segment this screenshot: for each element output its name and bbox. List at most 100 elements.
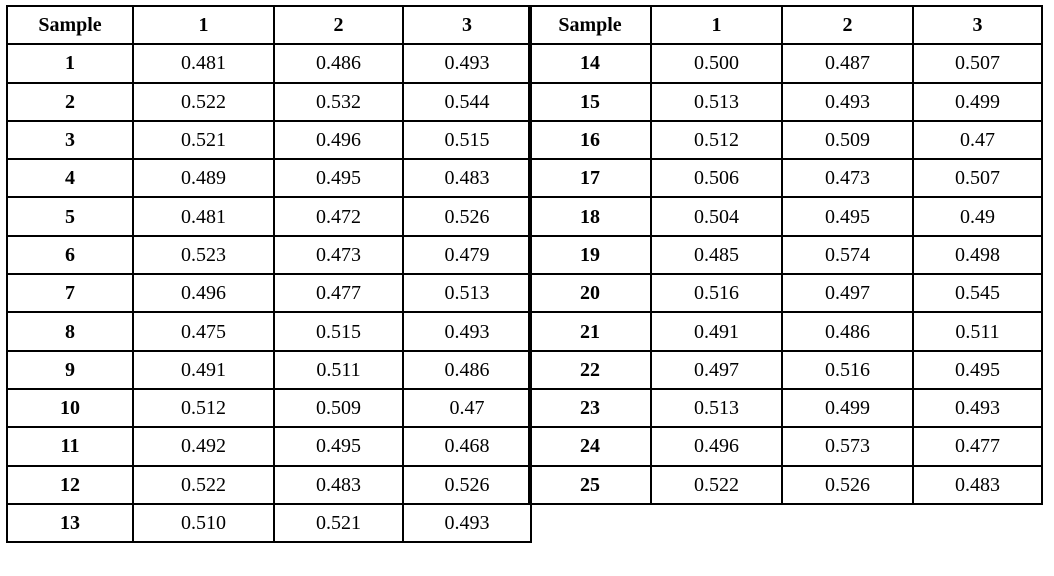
measurement-cell: 0.510 <box>132 502 275 544</box>
measurement-cell: 0.472 <box>273 196 404 237</box>
table-row: 9 0.491 0.511 0.486 <box>6 349 532 390</box>
sample-id-cell: 21 <box>528 311 652 352</box>
measurement-cell: 0.481 <box>132 196 275 237</box>
table-row: 13 0.510 0.521 0.493 <box>6 502 532 544</box>
column-header-2: 2 <box>781 4 914 46</box>
table-row: 25 0.522 0.526 0.483 <box>528 464 1043 505</box>
column-header-sample: Sample <box>6 4 134 46</box>
measurement-cell: 0.495 <box>912 349 1043 390</box>
measurement-cell: 0.526 <box>402 196 532 237</box>
sample-id-cell: 6 <box>6 234 134 276</box>
sample-id-cell: 16 <box>528 119 652 161</box>
table-row: 3 0.521 0.496 0.515 <box>6 119 532 161</box>
measurement-cell: 0.486 <box>402 349 532 390</box>
measurement-cell: 0.512 <box>650 119 783 161</box>
measurement-cell: 0.522 <box>132 464 275 505</box>
measurement-cell: 0.491 <box>650 311 783 352</box>
sample-id-cell: 10 <box>6 387 134 429</box>
measurement-cell: 0.495 <box>273 158 404 199</box>
table-row: 10 0.512 0.509 0.47 <box>6 387 532 429</box>
column-header-3: 3 <box>402 4 532 46</box>
sample-id-cell: 18 <box>528 196 652 237</box>
measurement-cell: 0.473 <box>781 158 914 199</box>
measurement-cell: 0.493 <box>781 81 914 122</box>
measurement-cell: 0.486 <box>781 311 914 352</box>
measurement-cell: 0.493 <box>402 502 532 544</box>
measurement-cell: 0.532 <box>273 81 404 122</box>
sample-id-cell: 19 <box>528 234 652 276</box>
table-row: 4 0.489 0.495 0.483 <box>6 158 532 199</box>
measurement-cell: 0.515 <box>402 119 532 161</box>
measurement-cell: 0.496 <box>132 273 275 314</box>
measurement-cell: 0.522 <box>650 464 783 505</box>
table-row: 21 0.491 0.486 0.511 <box>528 311 1043 352</box>
table-row: 8 0.475 0.515 0.493 <box>6 311 532 352</box>
measurement-cell: 0.515 <box>273 311 404 352</box>
measurement-cell: 0.483 <box>912 464 1043 505</box>
table-row: 7 0.496 0.477 0.513 <box>6 273 532 314</box>
header-row: Sample 1 2 3 <box>6 4 532 46</box>
measurement-cell: 0.511 <box>912 311 1043 352</box>
measurement-cell: 0.47 <box>402 387 532 429</box>
sample-id-cell: 7 <box>6 273 134 314</box>
sample-id-cell: 24 <box>528 426 652 467</box>
measurement-cell: 0.522 <box>132 81 275 122</box>
measurement-cell: 0.479 <box>402 234 532 276</box>
measurement-cell: 0.516 <box>650 273 783 314</box>
measurement-cell: 0.544 <box>402 81 532 122</box>
measurement-cell: 0.481 <box>132 43 275 84</box>
table-row: 18 0.504 0.495 0.49 <box>528 196 1043 237</box>
measurement-cell: 0.513 <box>402 273 532 314</box>
measurement-cell: 0.526 <box>402 464 532 505</box>
table-row: 23 0.513 0.499 0.493 <box>528 387 1043 429</box>
column-header-1: 1 <box>650 4 783 46</box>
table-row: 6 0.523 0.473 0.479 <box>6 234 532 276</box>
measurement-cell: 0.513 <box>650 81 783 122</box>
measurement-cell: 0.521 <box>132 119 275 161</box>
sample-id-cell: 23 <box>528 387 652 429</box>
sample-id-cell: 13 <box>6 502 134 544</box>
column-header-1: 1 <box>132 4 275 46</box>
measurement-cell: 0.573 <box>781 426 914 467</box>
sample-id-cell: 17 <box>528 158 652 199</box>
sample-id-cell: 8 <box>6 311 134 352</box>
measurement-cell: 0.513 <box>650 387 783 429</box>
measurement-cell: 0.477 <box>912 426 1043 467</box>
measurement-cell: 0.500 <box>650 43 783 84</box>
measurement-cell: 0.521 <box>273 502 404 544</box>
measurement-cell: 0.507 <box>912 43 1043 84</box>
measurement-cell: 0.483 <box>273 464 404 505</box>
measurement-cell: 0.507 <box>912 158 1043 199</box>
sample-id-cell: 1 <box>6 43 134 84</box>
table-row: 15 0.513 0.493 0.499 <box>528 81 1043 122</box>
sample-table-right: Sample 1 2 3 14 0.500 0.487 0.507 15 0.513 0.4… <box>528 4 1043 505</box>
sample-id-cell: 2 <box>6 81 134 122</box>
measurement-cell: 0.495 <box>273 426 404 467</box>
column-header-2: 2 <box>273 4 404 46</box>
measurement-cell: 0.473 <box>273 234 404 276</box>
sample-table-left: Sample 1 2 3 1 0.481 0.486 0.493 2 0.522 0.532… <box>6 4 532 544</box>
measurement-cell: 0.493 <box>402 43 532 84</box>
sample-id-cell: 4 <box>6 158 134 199</box>
table-row: 22 0.497 0.516 0.495 <box>528 349 1043 390</box>
column-header-3: 3 <box>912 4 1043 46</box>
measurement-cell: 0.475 <box>132 311 275 352</box>
measurement-cell: 0.493 <box>402 311 532 352</box>
measurement-cell: 0.49 <box>912 196 1043 237</box>
table-row: 16 0.512 0.509 0.47 <box>528 119 1043 161</box>
measurement-cell: 0.511 <box>273 349 404 390</box>
measurement-cell: 0.491 <box>132 349 275 390</box>
header-row: Sample 1 2 3 <box>528 4 1043 46</box>
sample-id-cell: 22 <box>528 349 652 390</box>
measurement-cell: 0.485 <box>650 234 783 276</box>
measurement-cell: 0.489 <box>132 158 275 199</box>
sample-id-cell: 20 <box>528 273 652 314</box>
measurement-cell: 0.506 <box>650 158 783 199</box>
table-row: 2 0.522 0.532 0.544 <box>6 81 532 122</box>
measurement-cell: 0.468 <box>402 426 532 467</box>
measurement-cell: 0.487 <box>781 43 914 84</box>
measurement-cell: 0.574 <box>781 234 914 276</box>
measurement-cell: 0.498 <box>912 234 1043 276</box>
measurement-cell: 0.526 <box>781 464 914 505</box>
